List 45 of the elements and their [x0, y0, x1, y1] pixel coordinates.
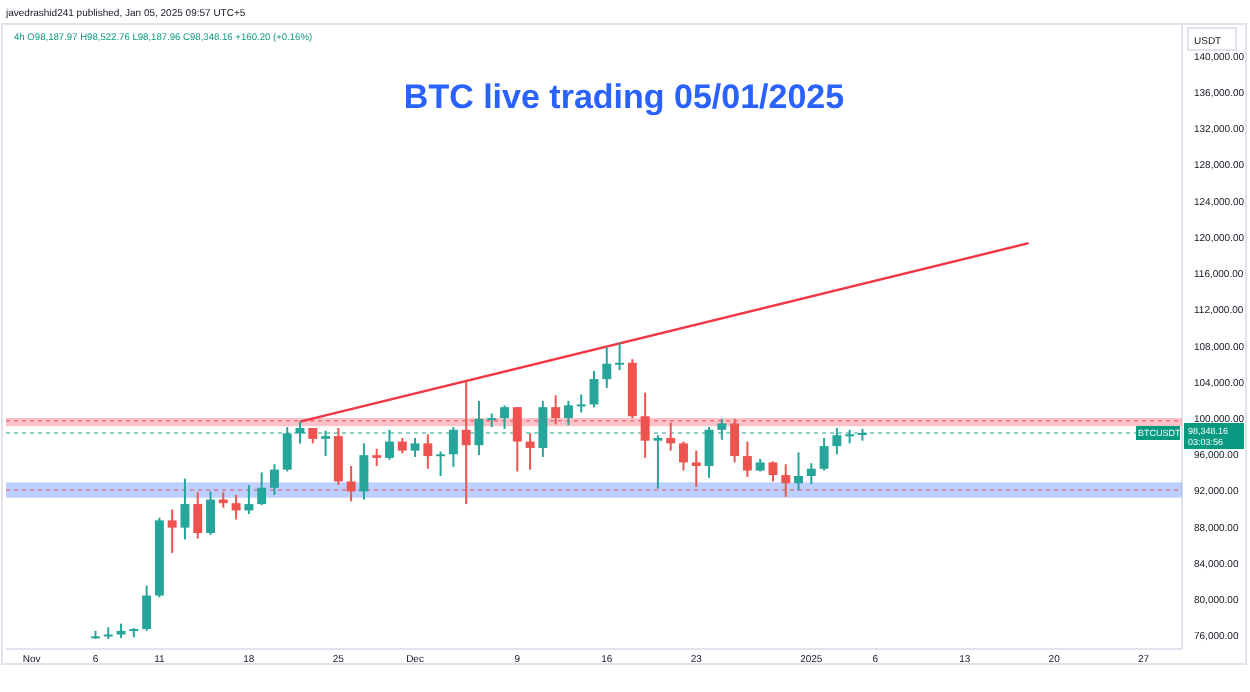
candlestick — [576, 393, 586, 414]
candlestick — [602, 346, 612, 390]
candlestick — [142, 584, 152, 632]
candlestick — [410, 436, 420, 458]
candlestick — [525, 432, 535, 471]
candlestick — [832, 426, 842, 456]
candlestick — [794, 451, 803, 492]
candlestick — [500, 404, 509, 430]
candlestick — [257, 471, 267, 506]
candlestick — [806, 462, 816, 486]
candlestick — [538, 399, 548, 458]
candlestick — [333, 426, 343, 487]
candlestick — [474, 399, 484, 457]
candlestick — [666, 421, 676, 452]
candlestick — [512, 406, 522, 473]
candlestick — [679, 440, 688, 472]
candlestick — [781, 463, 791, 498]
candlestick — [742, 440, 752, 478]
candlestick — [231, 494, 241, 521]
candlestick — [653, 434, 663, 490]
candlestick — [436, 450, 446, 477]
candlestick — [180, 477, 190, 541]
candlestick — [448, 426, 458, 468]
candlestick — [423, 433, 433, 470]
candlestick — [563, 399, 573, 427]
candlestick — [640, 391, 650, 459]
candlestick — [461, 380, 471, 506]
candlestick — [282, 426, 292, 473]
candlestick — [819, 436, 829, 472]
candlestick — [385, 428, 394, 461]
text: BTC live trading 05/01/2025 — [403, 78, 845, 116]
candlestick — [346, 465, 356, 503]
candlestick — [167, 508, 177, 554]
candlestick — [691, 449, 701, 488]
candlestick — [244, 484, 254, 516]
candlestick — [551, 394, 561, 426]
candlestick — [193, 491, 203, 540]
candlestick — [321, 429, 331, 458]
candlestick — [206, 490, 215, 536]
candlestick — [359, 442, 369, 501]
candlestick — [717, 417, 727, 441]
candlestick — [704, 426, 714, 479]
candlestick — [730, 417, 740, 464]
candlestick — [615, 341, 625, 372]
candlestick — [269, 463, 279, 497]
